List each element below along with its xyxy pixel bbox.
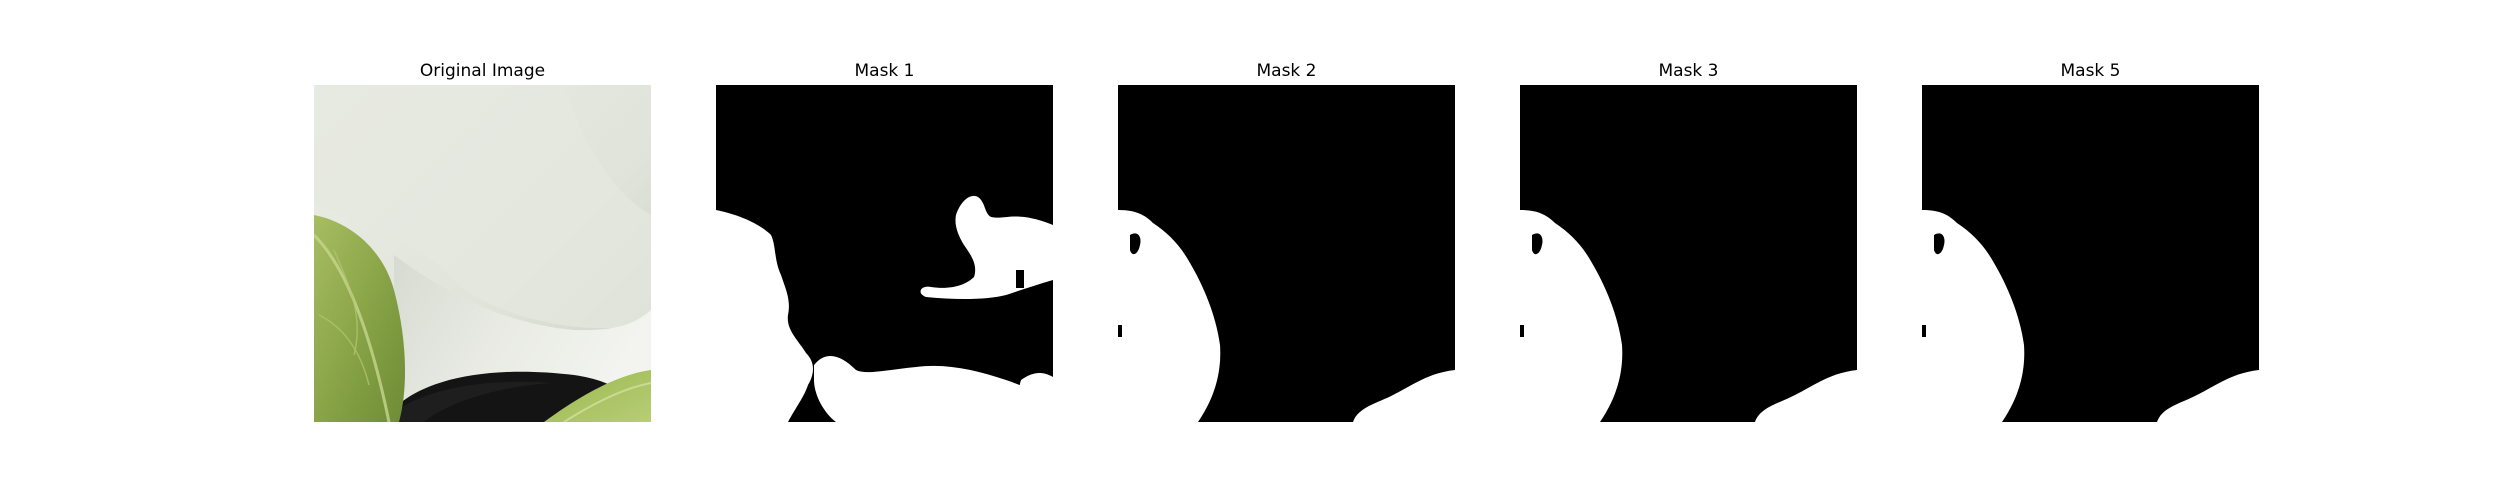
mask-2-image	[1118, 85, 1455, 422]
panel-title: Mask 2	[1256, 61, 1317, 81]
panel-title: Original Image	[419, 61, 546, 81]
panel-original-image: Original Image	[314, 58, 651, 422]
panel-title: Mask 1	[854, 61, 915, 81]
mask-5-image	[1922, 85, 2259, 422]
mask-3-image	[1520, 85, 1857, 422]
mask-1-image	[716, 85, 1053, 422]
panel-mask-1: Mask 1	[716, 58, 1053, 422]
panel-mask-3: Mask 3	[1520, 58, 1857, 422]
original-photo	[314, 85, 651, 422]
panel-title: Mask 5	[2060, 61, 2121, 81]
panel-mask-2: Mask 2	[1118, 58, 1455, 422]
panel-mask-5: Mask 5	[1922, 58, 2259, 422]
panel-title: Mask 3	[1658, 61, 1719, 81]
